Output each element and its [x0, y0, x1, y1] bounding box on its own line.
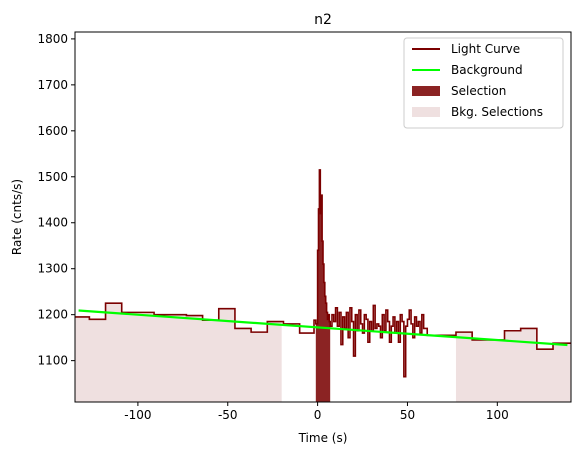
selection-layer [315, 169, 331, 402]
plot-frame [74, 31, 572, 403]
x-ticks: -100 -50 0 50 100 [124, 402, 509, 422]
bkg-selection-region [455, 328, 571, 402]
y-tick-label: 1800 [37, 32, 68, 46]
y-tick-label: 1600 [37, 124, 68, 138]
legend-swatch-patch [412, 86, 440, 96]
x-tick-label: 100 [486, 408, 509, 422]
legend-items: Light Curve Background Selection Bkg. Selec… [412, 42, 543, 119]
selection-region [315, 169, 331, 402]
y-ticks: 1100 1200 1300 1400 1500 1600 1700 1800 [37, 32, 75, 368]
plot-area [75, 169, 571, 402]
background-fit-layer [78, 309, 568, 347]
y-tick-label: 1400 [37, 216, 68, 230]
x-tick-label: -100 [124, 408, 151, 422]
chart-title: n2 [314, 12, 332, 28]
y-tick-label: 1500 [37, 170, 68, 184]
y-tick-label: 1300 [37, 262, 68, 276]
bkg-selection-region [75, 303, 282, 402]
legend-swatch-patch [412, 107, 440, 117]
y-axis-label: Rate (cnts/s) [10, 179, 24, 255]
y-tick-label: 1700 [37, 78, 68, 92]
y-tick-label: 1100 [37, 354, 68, 368]
legend-label: Bkg. Selections [451, 105, 543, 119]
x-tick-label: 50 [400, 408, 415, 422]
x-axis-label: Time (s) [298, 431, 348, 445]
legend-box [403, 37, 564, 129]
legend-label: Light Curve [451, 42, 520, 56]
legend: Light Curve Background Selection Bkg. Selec… [403, 37, 564, 129]
x-tick-label: -50 [218, 408, 238, 422]
y-tick-label: 1200 [37, 308, 68, 322]
legend-label: Background [451, 63, 523, 77]
bkg-selection-layer [75, 303, 571, 402]
x-tick-label: 0 [314, 408, 322, 422]
legend-label: Selection [451, 84, 506, 98]
background-fit-line [78, 309, 568, 347]
